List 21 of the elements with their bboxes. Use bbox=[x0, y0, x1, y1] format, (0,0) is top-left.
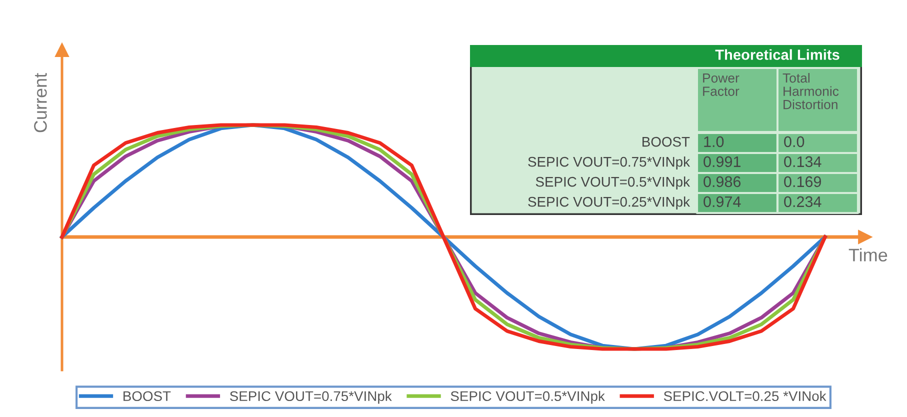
x-tick-label: Total Harmonic Distortion bbox=[782, 73, 839, 110]
x-axis-title: Time bbox=[848, 248, 888, 262]
y-tick-label: SEPIC VOUT=0.5*VINpk bbox=[536, 176, 690, 190]
data-label: 0.134 bbox=[784, 156, 822, 168]
data-label: 0.974 bbox=[704, 196, 741, 208]
data-label: 0.986 bbox=[704, 176, 741, 188]
y-tick-label: SEPIC VOUT=0.25*VINpk bbox=[528, 196, 690, 210]
data-label: 0.991 bbox=[704, 156, 740, 168]
data-label: 0.169 bbox=[784, 176, 822, 188]
y-tick-label: SEPIC VOUT=0.75*VINpk bbox=[528, 156, 690, 170]
legend-label: BOOST bbox=[124, 391, 171, 402]
y-axis-title: Current bbox=[34, 73, 47, 132]
chart-title: Theoretical Limits bbox=[715, 49, 840, 60]
y-tick-label: BOOST bbox=[642, 136, 690, 147]
legend-label: SEPIC VOUT=0.75*VINpk bbox=[230, 390, 392, 404]
data-label: 1.0 bbox=[704, 136, 724, 148]
data-label: 0.234 bbox=[784, 196, 822, 208]
legend-label: SEPIC.VOLT=0.25 *VINok bbox=[664, 390, 826, 402]
legend-label: SEPIC VOUT=0.5*VINpk bbox=[450, 390, 605, 404]
x-tick-label: Power Factor bbox=[703, 73, 740, 96]
data-label: 0.0 bbox=[784, 136, 804, 148]
